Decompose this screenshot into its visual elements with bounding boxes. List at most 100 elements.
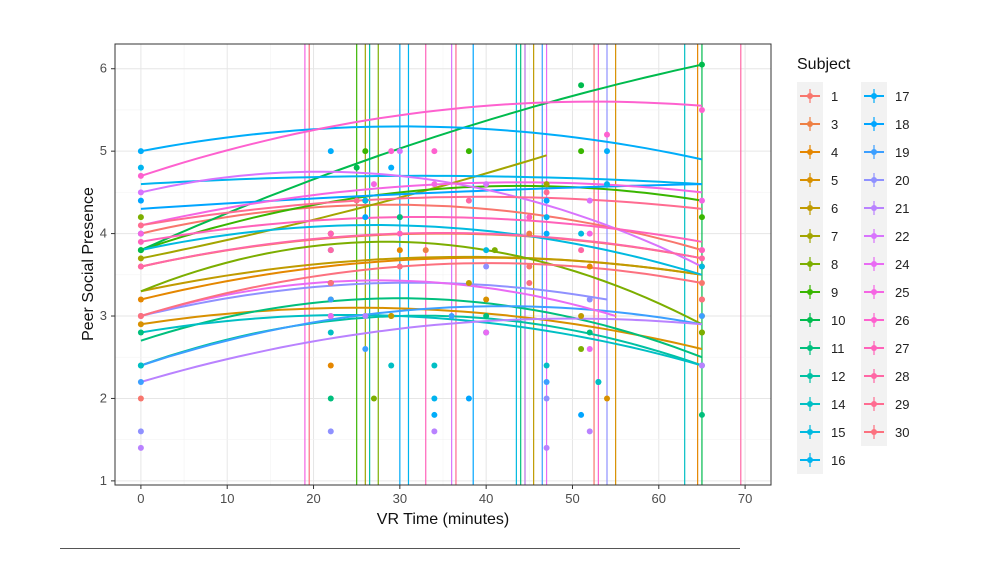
x-tick-label: 0 bbox=[137, 491, 144, 506]
legend-label: 27 bbox=[895, 341, 909, 356]
point-subject-30 bbox=[526, 280, 533, 287]
point-subject-18 bbox=[362, 214, 369, 221]
point-subject-17 bbox=[543, 230, 550, 237]
point-subject-29 bbox=[543, 189, 550, 196]
legend-label: 14 bbox=[831, 397, 845, 412]
point-subject-19 bbox=[327, 296, 334, 303]
bottom-rule bbox=[60, 548, 740, 549]
legend-key-point bbox=[871, 121, 877, 127]
legend-label: 5 bbox=[831, 173, 838, 188]
point-subject-29 bbox=[353, 197, 360, 204]
point-subject-19 bbox=[698, 313, 705, 320]
point-subject-28 bbox=[327, 247, 334, 254]
point-subject-28 bbox=[137, 263, 144, 270]
y-axis-label: Peer Social Presence bbox=[80, 187, 97, 341]
legend-label: 1 bbox=[831, 89, 838, 104]
point-subject-22 bbox=[586, 197, 593, 204]
legend-key-point bbox=[807, 93, 813, 99]
point-subject-4 bbox=[586, 263, 593, 270]
point-subject-15 bbox=[578, 230, 585, 237]
legend-label: 18 bbox=[895, 117, 909, 132]
point-subject-7 bbox=[137, 255, 144, 262]
x-tick-label: 70 bbox=[738, 491, 752, 506]
curve-subject-21 bbox=[140, 317, 702, 383]
point-subject-21 bbox=[586, 428, 593, 435]
point-subject-14 bbox=[431, 362, 438, 369]
point-subject-17 bbox=[431, 411, 438, 418]
legend-key-point bbox=[807, 429, 813, 435]
legend-label: 19 bbox=[895, 145, 909, 160]
legend-label: 3 bbox=[831, 117, 838, 132]
point-subject-18 bbox=[137, 197, 144, 204]
point-subject-14 bbox=[595, 378, 602, 385]
point-subject-1 bbox=[137, 395, 144, 402]
point-subject-1 bbox=[698, 280, 705, 287]
point-subject-3 bbox=[422, 247, 429, 254]
point-subject-26 bbox=[137, 172, 144, 179]
y-tick-label: 4 bbox=[100, 226, 107, 241]
point-subject-5 bbox=[483, 296, 490, 303]
curve-subject-17 bbox=[140, 125, 703, 161]
legend-label: 8 bbox=[831, 257, 838, 272]
x-tick-label: 40 bbox=[479, 491, 493, 506]
point-subject-6 bbox=[465, 280, 472, 287]
point-subject-9 bbox=[362, 148, 369, 155]
point-subject-30 bbox=[698, 296, 705, 303]
legend-label: 29 bbox=[895, 397, 909, 412]
point-subject-29 bbox=[137, 222, 144, 229]
point-subject-24 bbox=[327, 313, 334, 320]
curve-subject-22 bbox=[140, 170, 703, 268]
point-subject-20 bbox=[543, 395, 550, 402]
point-subject-25 bbox=[431, 181, 438, 188]
legend-label: 6 bbox=[831, 201, 838, 216]
point-subject-25 bbox=[698, 197, 705, 204]
point-subject-16 bbox=[137, 164, 144, 171]
point-subject-10 bbox=[698, 61, 705, 68]
legend-key-point bbox=[871, 261, 877, 267]
point-subject-25 bbox=[137, 230, 144, 237]
x-tick-label: 50 bbox=[565, 491, 579, 506]
point-subject-16 bbox=[604, 181, 610, 188]
point-subject-30 bbox=[137, 313, 144, 320]
legend-key-point bbox=[807, 121, 813, 127]
legend-key-point bbox=[871, 149, 877, 155]
point-subject-11 bbox=[586, 329, 593, 336]
point-subject-15 bbox=[483, 247, 490, 254]
curve-subject-27 bbox=[140, 216, 703, 243]
legend-label: 7 bbox=[831, 229, 838, 244]
curve-subject-29 bbox=[140, 195, 703, 227]
point-subject-10 bbox=[578, 82, 585, 89]
point-subject-20 bbox=[327, 428, 334, 435]
legend-key-point bbox=[807, 401, 813, 407]
point-subject-9 bbox=[578, 148, 585, 155]
point-subject-9 bbox=[465, 148, 472, 155]
point-subject-4 bbox=[137, 296, 144, 303]
legend-label: 24 bbox=[895, 257, 909, 272]
legend-label: 16 bbox=[831, 453, 845, 468]
point-subject-10 bbox=[137, 247, 144, 254]
point-subject-11 bbox=[327, 395, 334, 402]
legend-label: 28 bbox=[895, 369, 909, 384]
y-tick-label: 3 bbox=[100, 308, 107, 323]
point-subject-19 bbox=[362, 345, 369, 352]
point-subject-14 bbox=[137, 362, 144, 369]
point-subject-28 bbox=[465, 197, 472, 204]
legend-label: 4 bbox=[831, 145, 838, 160]
legend-label: 10 bbox=[831, 313, 845, 328]
legend-key-point bbox=[871, 373, 877, 379]
point-subject-14 bbox=[388, 362, 395, 369]
point-subject-5 bbox=[137, 321, 144, 328]
point-subject-6 bbox=[388, 313, 395, 320]
point-subject-24 bbox=[483, 329, 490, 336]
point-subject-8 bbox=[491, 247, 498, 254]
legend-key-point bbox=[871, 93, 877, 99]
point-subject-11 bbox=[137, 329, 144, 336]
curve-subject-16 bbox=[140, 174, 702, 186]
point-subject-17 bbox=[327, 148, 334, 155]
point-subject-22 bbox=[483, 181, 490, 188]
y-tick-label: 5 bbox=[100, 143, 107, 158]
point-subject-15 bbox=[698, 263, 705, 270]
point-subject-19 bbox=[543, 378, 550, 385]
point-subject-14 bbox=[543, 362, 550, 369]
point-subject-8 bbox=[698, 329, 705, 336]
